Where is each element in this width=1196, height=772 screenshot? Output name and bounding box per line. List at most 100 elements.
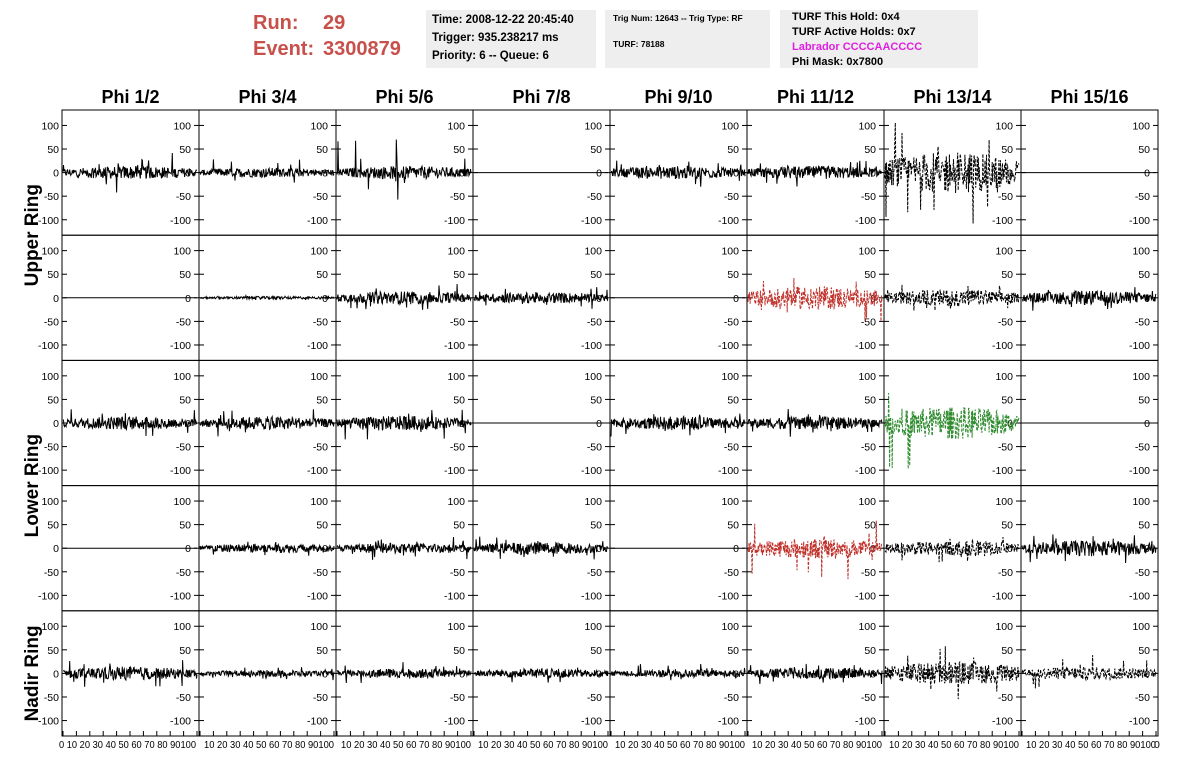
y-tick-label: -50 — [998, 442, 1013, 454]
y-tick-label: -50 — [724, 567, 739, 579]
y-tick-label: 50 — [1001, 520, 1013, 532]
y-tick-label: -50 — [1135, 692, 1150, 704]
y-tick-label: 0 — [322, 668, 328, 680]
y-tick-label: -100 — [170, 340, 191, 352]
y-tick-label: 100 — [1132, 496, 1150, 508]
x-tick-label: 10 20 30 40 50 60 70 80 90100 — [478, 739, 608, 751]
waveform-trace — [473, 536, 609, 560]
x-tick-label: 0 10 20 30 40 50 60 70 80 90100 — [59, 739, 196, 751]
y-tick-label: -50 — [44, 692, 59, 704]
y-tick-label: 0 — [1007, 543, 1013, 555]
y-tick-label: 100 — [995, 496, 1013, 508]
waveform-trace — [336, 139, 472, 200]
y-tick-label: -100 — [38, 215, 59, 227]
y-tick-label: 0 — [53, 668, 59, 680]
y-tick-label: 100 — [1132, 120, 1150, 132]
y-tick-label: -50 — [724, 692, 739, 704]
y-tick-label: -100 — [444, 590, 465, 602]
row-label: Nadir Ring — [22, 625, 43, 721]
y-tick-label: 0 — [733, 418, 739, 430]
y-tick-label: -50 — [1135, 316, 1150, 328]
y-tick-label: 100 — [858, 246, 876, 258]
x-tick-label: 10 20 30 40 50 60 70 80 90100 — [1026, 739, 1156, 751]
waveform-trace — [199, 293, 335, 301]
y-tick-label: 50 — [316, 645, 328, 657]
y-tick-label: -50 — [724, 316, 739, 328]
waveform-trace — [199, 541, 335, 556]
y-tick-label: 100 — [173, 496, 191, 508]
y-tick-label: -50 — [998, 191, 1013, 203]
y-tick-label: 50 — [179, 394, 191, 406]
y-tick-label: 100 — [858, 120, 876, 132]
y-tick-label: -100 — [444, 215, 465, 227]
waveform-trace — [336, 409, 472, 440]
y-tick-label: -100 — [855, 465, 876, 477]
waveform-trace — [747, 408, 883, 437]
y-tick-label: 50 — [179, 520, 191, 532]
y-tick-label: 50 — [453, 645, 465, 657]
waveform-trace — [610, 663, 746, 681]
y-tick-label: 100 — [584, 120, 602, 132]
trigger-text: Trigger: 935.238217 ms — [432, 32, 559, 44]
y-tick-label: 0 — [1007, 293, 1013, 305]
y-tick-label: 100 — [173, 371, 191, 383]
y-tick-label: 50 — [864, 144, 876, 156]
y-tick-label: 0 — [53, 543, 59, 555]
waveform-trace — [473, 667, 609, 683]
y-tick-label: 50 — [727, 394, 739, 406]
y-tick-label: 0 — [596, 543, 602, 555]
y-tick-label: -50 — [313, 316, 328, 328]
x-tick-label: 10 20 30 40 50 60 70 80 90100 — [341, 739, 471, 751]
waveform-trace — [747, 160, 883, 187]
column-header: Phi 9/10 — [644, 87, 712, 107]
turf-text: TURF: 78188 — [613, 39, 665, 49]
y-tick-label: -50 — [861, 442, 876, 454]
y-tick-label: -100 — [718, 716, 739, 728]
y-tick-label: -50 — [176, 567, 191, 579]
y-tick-label: 100 — [447, 120, 465, 132]
labrador-text: Labrador CCCCAACCCC — [792, 41, 923, 53]
trig-num-text: Trig Num: 12643 -- Trig Type: RF — [613, 13, 743, 23]
y-tick-label: -100 — [1129, 215, 1150, 227]
y-tick-label: 0 — [733, 293, 739, 305]
y-tick-label: -100 — [581, 465, 602, 477]
y-tick-label: 100 — [721, 496, 739, 508]
y-tick-label: 100 — [995, 371, 1013, 383]
y-tick-label: -50 — [724, 191, 739, 203]
y-tick-label: 100 — [721, 120, 739, 132]
y-tick-label: -100 — [718, 215, 739, 227]
y-tick-label: 100 — [1132, 246, 1150, 258]
y-tick-label: -50 — [313, 567, 328, 579]
y-tick-label: -100 — [581, 215, 602, 227]
run-event-block: Run: 29 Event: 3300879 — [253, 10, 401, 62]
waveform-trace — [62, 660, 198, 687]
y-tick-label: 100 — [310, 496, 328, 508]
y-tick-label: 0 — [322, 168, 328, 180]
y-tick-label: 50 — [727, 645, 739, 657]
y-tick-label: -50 — [44, 567, 59, 579]
y-tick-label: -50 — [313, 191, 328, 203]
y-tick-label: 100 — [41, 621, 59, 633]
y-tick-label: 50 — [179, 645, 191, 657]
y-tick-label: 0 — [596, 168, 602, 180]
y-tick-label: -100 — [307, 716, 328, 728]
y-tick-label: 50 — [590, 645, 602, 657]
y-tick-label: -50 — [44, 316, 59, 328]
y-tick-label: -100 — [992, 215, 1013, 227]
y-tick-label: -50 — [587, 567, 602, 579]
y-tick-label: -100 — [1129, 340, 1150, 352]
x-tick-label: 10 20 30 40 50 60 70 80 90100 — [204, 739, 334, 751]
y-tick-label: -100 — [992, 590, 1013, 602]
y-tick-label: 0 — [733, 168, 739, 180]
waveform-trace — [62, 152, 198, 193]
y-tick-label: 50 — [1138, 269, 1150, 281]
y-tick-label: -100 — [992, 340, 1013, 352]
y-tick-label: 50 — [453, 520, 465, 532]
y-tick-label: 100 — [447, 621, 465, 633]
y-tick-label: 100 — [721, 371, 739, 383]
column-header: Phi 15/16 — [1050, 87, 1128, 107]
y-tick-label: 100 — [995, 246, 1013, 258]
y-tick-label: -50 — [1135, 567, 1150, 579]
y-tick-label: 100 — [41, 496, 59, 508]
y-tick-label: -100 — [170, 215, 191, 227]
